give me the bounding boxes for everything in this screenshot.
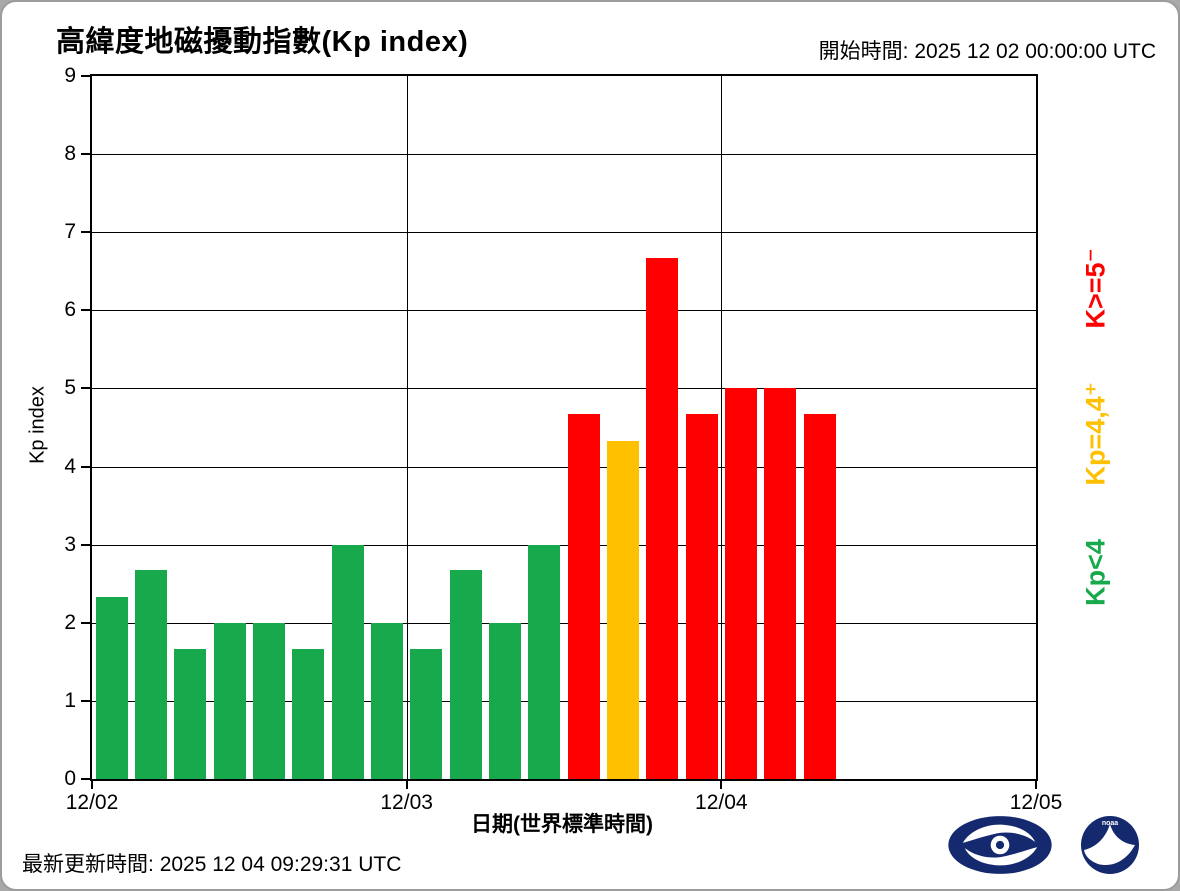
y-tick-mark bbox=[81, 621, 90, 624]
start-time-label: 開始時間: bbox=[818, 40, 909, 63]
y-tick-label: 3 bbox=[64, 532, 76, 556]
kp-bar bbox=[488, 622, 522, 779]
kp-bar bbox=[528, 544, 561, 779]
y-tick-mark bbox=[81, 699, 90, 702]
kp-bar bbox=[331, 544, 364, 779]
last-updated: 最新更新時間: 2025 12 04 09:29:31 UTC bbox=[22, 848, 401, 878]
y-tick-mark bbox=[81, 543, 90, 546]
x-tick-mark bbox=[91, 781, 93, 789]
y-tick-label: 8 bbox=[64, 142, 76, 166]
y-tick-label: 6 bbox=[64, 298, 76, 322]
x-tick-label: 12/03 bbox=[380, 791, 433, 814]
gridline-vertical bbox=[406, 76, 408, 779]
kp-bar bbox=[134, 570, 168, 779]
kp-bar bbox=[449, 570, 482, 779]
kp-bar bbox=[252, 622, 286, 779]
y-tick-mark bbox=[81, 231, 90, 234]
y-tick-label: 2 bbox=[64, 610, 76, 634]
svg-text:noaa: noaa bbox=[1102, 820, 1118, 827]
x-tick-mark bbox=[405, 781, 408, 789]
x-tick-mark bbox=[1035, 781, 1037, 789]
noaa-logo: noaa bbox=[1081, 816, 1139, 874]
kp-bar bbox=[213, 622, 246, 779]
kp-bar bbox=[292, 648, 325, 779]
y-tick-label: 7 bbox=[64, 220, 76, 244]
y-tick-mark bbox=[81, 778, 90, 780]
gridline-horizontal bbox=[92, 232, 1036, 234]
gridline-horizontal bbox=[92, 388, 1036, 390]
kp-bar bbox=[410, 648, 443, 779]
gridline-horizontal bbox=[92, 700, 1036, 702]
y-tick-mark bbox=[81, 309, 90, 312]
gridline-horizontal bbox=[92, 544, 1036, 546]
kp-bar bbox=[724, 388, 758, 779]
legend: Kp<4 Kp=4,4⁺ K>=5⁻ bbox=[1081, 225, 1112, 629]
legend-yellow-label: Kp=4,4⁺ bbox=[1080, 381, 1111, 486]
kp-bar bbox=[174, 648, 207, 779]
kp-bar bbox=[646, 258, 679, 779]
y-tick-mark bbox=[81, 75, 90, 77]
y-tick-mark bbox=[81, 153, 90, 156]
y-tick-label: 9 bbox=[64, 64, 76, 87]
y-tick-mark bbox=[81, 387, 90, 390]
start-time-value: 2025 12 02 00:00:00 UTC bbox=[914, 40, 1156, 63]
start-time: 開始時間: 2025 12 02 00:00:00 UTC bbox=[819, 35, 1156, 65]
x-tick-label: 12/05 bbox=[1009, 791, 1063, 814]
y-axis-title: Kp index bbox=[26, 386, 49, 464]
x-tick-label: 12/02 bbox=[65, 791, 119, 814]
kp-bar bbox=[803, 414, 836, 779]
y-tick-label: 4 bbox=[64, 454, 76, 478]
plot-area: 0 1 2 3 4 5 6 7 8 9 12/02 12/03 12/04 12/05 bbox=[64, 64, 1062, 814]
x-tick-mark bbox=[720, 781, 723, 789]
gridline-horizontal bbox=[92, 154, 1036, 156]
kp-bar bbox=[95, 597, 128, 779]
kp-bar bbox=[685, 414, 718, 779]
x-tick-label: 12/04 bbox=[695, 791, 748, 814]
y-tick-label: 5 bbox=[64, 376, 76, 400]
gridline-vertical bbox=[721, 76, 723, 779]
gridline-horizontal bbox=[92, 310, 1036, 312]
kp-bar bbox=[606, 440, 640, 779]
x-axis-title: 日期(世界標準時間) bbox=[471, 813, 653, 836]
last-updated-label: 最新更新時間: bbox=[22, 853, 154, 876]
kp-bar bbox=[370, 622, 404, 779]
last-updated-value: 2025 12 04 09:29:31 UTC bbox=[159, 853, 402, 876]
kp-bar bbox=[764, 388, 797, 779]
y-tick-label: 1 bbox=[64, 688, 76, 712]
gridline-horizontal bbox=[92, 466, 1036, 468]
kp-bar bbox=[567, 414, 600, 779]
y-tick-mark bbox=[81, 465, 90, 468]
y-tick-label: 0 bbox=[64, 767, 76, 790]
legend-green-label: Kp<4 bbox=[1080, 539, 1111, 606]
gridline-horizontal bbox=[92, 622, 1036, 624]
chart-title: 高緯度地磁擾動指數(Kp index) bbox=[56, 26, 469, 58]
legend-red-label: K>=5⁻ bbox=[1080, 248, 1111, 329]
cwb-typhoon-logo bbox=[948, 816, 1052, 874]
